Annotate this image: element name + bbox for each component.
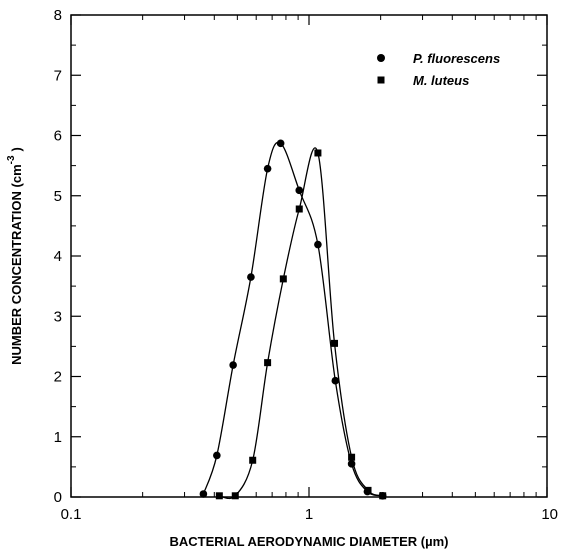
m-luteus-point: [364, 486, 372, 494]
y-tick-label: 2: [54, 369, 62, 386]
x-axis-title: BACTERIAL AERODYNAMIC DIAMETER (µm): [169, 534, 448, 549]
series-markers: [199, 139, 387, 500]
m-luteus-point: [295, 205, 303, 213]
y-tick-label: 7: [54, 67, 62, 84]
p-fluorescens-point: [295, 186, 304, 195]
p-fluorescens-point: [213, 451, 221, 460]
x-tick-label: 10: [541, 506, 558, 523]
x-tick-label: 0.1: [61, 506, 82, 523]
p-fluorescens-point: [347, 460, 356, 468]
p-fluorescens-point: [276, 139, 285, 148]
m-luteus-curve: [219, 147, 383, 500]
m-luteus-point: [331, 339, 339, 347]
p-fluorescens-point: [331, 376, 340, 385]
y-axis-title-close: ): [9, 147, 24, 151]
m-luteus-point: [231, 492, 239, 500]
m-luteus-point: [249, 456, 257, 464]
y-tick-label: 4: [54, 248, 62, 265]
m-luteus-point: [314, 149, 322, 157]
m-luteus-point: [279, 275, 287, 283]
m-luteus-point: [379, 492, 387, 500]
y-tick-label: 0: [54, 489, 62, 506]
p-fluorescens-curve: [202, 141, 383, 497]
legend-m-luteus-label: M. luteus: [413, 73, 469, 88]
p-fluorescens-point: [199, 490, 208, 498]
legend-p-fluorescens-label: P. fluorescens: [413, 51, 500, 66]
y-axis-title-main: NUMBER CONCENTRATION (cm: [9, 164, 24, 365]
y-tick-label: 3: [54, 308, 62, 325]
y-tick-label: 6: [54, 128, 62, 145]
m-luteus-point: [264, 359, 272, 367]
legend-m-luteus-marker: [377, 76, 385, 84]
legend-p-fluorescens-marker: [377, 54, 385, 62]
series-curves: [202, 141, 383, 500]
p-fluorescens-point: [263, 164, 272, 173]
plot-frame: [70, 14, 548, 498]
p-fluorescens-point: [314, 240, 322, 249]
p-fluorescens-point: [229, 361, 237, 369]
m-luteus-point: [348, 453, 356, 461]
m-luteus-point: [215, 492, 223, 500]
y-tick-label: 5: [54, 188, 62, 205]
y-tick-label: 8: [54, 7, 62, 24]
p-fluorescens-point: [247, 273, 255, 281]
axis-ticks: 0.1 1 10 0 1 2 3 4 5 6 7 8: [54, 7, 558, 523]
y-axis-title: NUMBER CONCENTRATION (cm-3): [6, 147, 24, 365]
x-tick-label: 1: [305, 506, 313, 523]
y-tick-label: 1: [54, 429, 62, 446]
legend: P. fluorescens M. luteus: [377, 51, 500, 88]
y-axis-title-superscript: -3: [6, 155, 17, 164]
